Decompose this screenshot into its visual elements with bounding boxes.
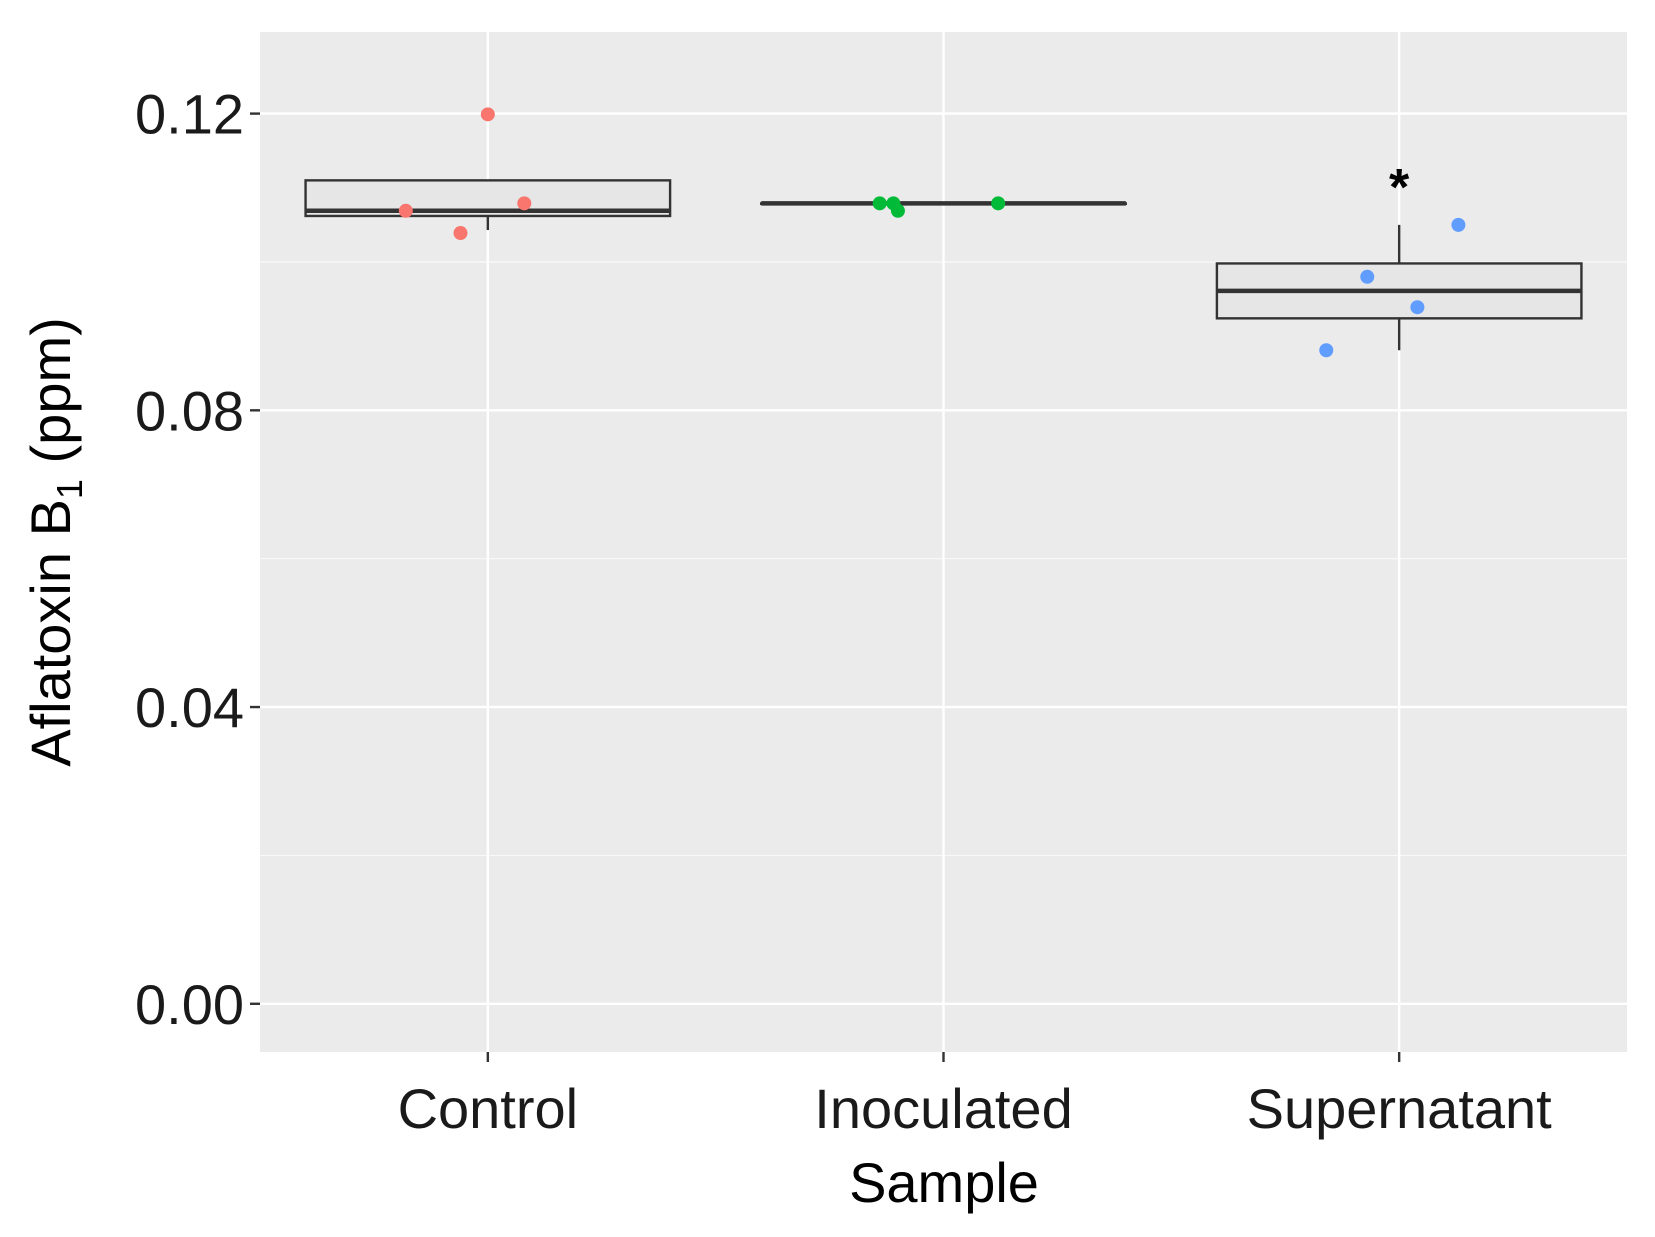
data-point-control xyxy=(517,196,532,211)
data-point-control xyxy=(398,203,413,218)
data-point-inoculated xyxy=(991,196,1006,211)
x-tick-label: Control xyxy=(398,1077,579,1140)
x-tick-label: Supernatant xyxy=(1247,1077,1553,1140)
data-point-inoculated xyxy=(872,196,887,211)
data-point-inoculated xyxy=(890,203,905,218)
data-point-control xyxy=(453,226,468,241)
y-tick-label: 0.04 xyxy=(135,676,244,739)
y-axis-title-subscript: 1 xyxy=(49,479,90,499)
box-supernatant xyxy=(1215,224,1583,351)
box-plots xyxy=(304,179,1583,351)
data-points xyxy=(398,107,1466,358)
x-tick-label: Inoculated xyxy=(814,1077,1072,1140)
data-point-supernatant xyxy=(1451,217,1466,232)
data-point-supernatant xyxy=(1360,269,1375,284)
box-control xyxy=(304,179,672,231)
y-axis-title-main: Aflatoxin B xyxy=(19,499,82,767)
annotations: * xyxy=(1389,159,1410,217)
y-tick-label: 0.08 xyxy=(135,379,244,442)
y-axis-title-unit: (ppm) xyxy=(19,317,82,479)
x-axis-ticks: Control Inoculated Supernatant xyxy=(398,1052,1553,1140)
box-inoculated xyxy=(760,201,1127,206)
data-point-supernatant xyxy=(1410,300,1425,315)
significance-asterisk: * xyxy=(1389,159,1410,217)
y-axis-ticks: 0.00 0.04 0.08 0.12 xyxy=(135,83,260,1036)
y-tick-label: 0.12 xyxy=(135,83,244,146)
x-axis-title: Sample xyxy=(849,1151,1039,1214)
data-point-control xyxy=(480,107,495,122)
y-axis-title: Aflatoxin B1 (ppm) xyxy=(19,317,90,767)
y-tick-label: 0.00 xyxy=(135,973,244,1036)
data-point-supernatant xyxy=(1319,343,1334,358)
